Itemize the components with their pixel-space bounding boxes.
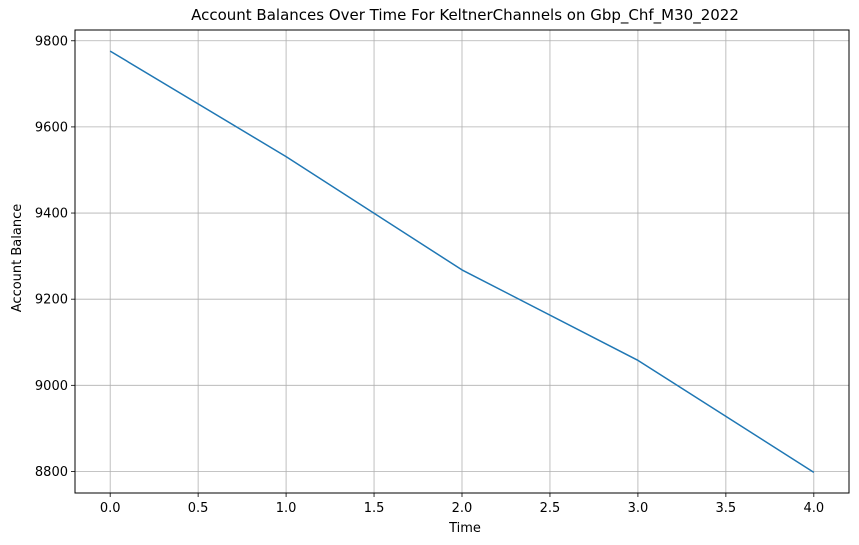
- x-tick-label: 2.5: [540, 501, 561, 516]
- x-tick-label: 0.5: [188, 501, 209, 516]
- y-axis-ticks: 8800 9000 9200 9400 9600 9800: [35, 34, 75, 480]
- y-tick-label: 9200: [35, 293, 68, 308]
- grid: [75, 30, 849, 493]
- x-tick-label: 2.0: [452, 501, 473, 516]
- y-tick-label: 9600: [35, 120, 68, 135]
- y-tick-label: 8800: [35, 465, 68, 480]
- series-layer: [109, 50, 815, 473]
- y-tick-label: 9000: [35, 379, 68, 394]
- y-tick-label: 9400: [35, 207, 68, 222]
- x-tick-label: 1.0: [276, 501, 297, 516]
- y-tick-label: 9800: [35, 34, 68, 49]
- chart-title: Account Balances Over Time For KeltnerCh…: [191, 6, 739, 25]
- x-axis-label: Time: [448, 521, 481, 536]
- y-axis-label: Account Balance: [10, 204, 25, 312]
- x-tick-label: 3.0: [628, 501, 649, 516]
- x-tick-label: 0.0: [100, 501, 121, 516]
- x-axis-ticks: 0.0 0.5 1.0 1.5 2.0 2.5 3.0 3.5 4.0: [100, 493, 824, 516]
- x-tick-label: 3.5: [716, 501, 737, 516]
- x-tick-label: 4.0: [803, 501, 824, 516]
- x-tick-label: 1.5: [364, 501, 385, 516]
- series-line: [109, 50, 815, 473]
